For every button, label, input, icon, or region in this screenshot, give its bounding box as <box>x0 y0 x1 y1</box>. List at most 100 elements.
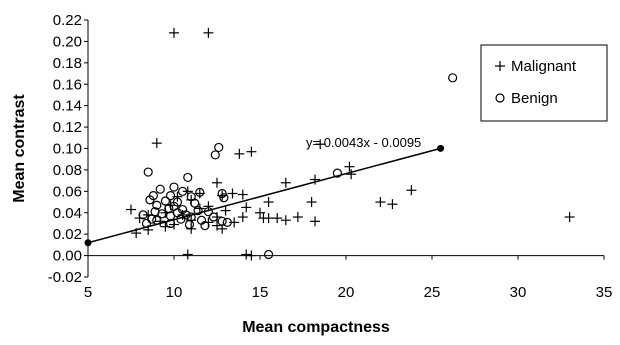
x-tick-label: 30 <box>510 284 527 301</box>
data-point-benign <box>184 219 195 230</box>
legend-circle-marker <box>495 93 505 103</box>
data-point-malignant <box>315 139 326 150</box>
x-tick-label: 10 <box>166 284 183 301</box>
data-point-benign <box>165 218 176 229</box>
data-point-malignant <box>246 146 257 157</box>
legend: Malignant Benign <box>480 44 608 122</box>
legend-marker-malignant <box>495 61 505 71</box>
data-point-malignant <box>564 212 575 223</box>
data-point-benign <box>264 249 274 260</box>
y-tick-label: 0.10 <box>53 141 82 158</box>
data-point-malignant <box>387 199 398 210</box>
y-tick-label: 0.04 <box>53 205 82 222</box>
data-point-malignant <box>169 27 179 38</box>
data-point-benign <box>332 168 342 178</box>
data-point-malignant <box>306 197 317 208</box>
data-point-benign <box>210 150 220 160</box>
data-point-benign <box>169 182 179 192</box>
data-point-malignant <box>131 228 142 239</box>
data-point-benign <box>143 167 153 177</box>
data-point-malignant <box>234 148 245 159</box>
y-tick-label: 0.08 <box>53 162 82 179</box>
y-tick-label: 0.14 <box>53 98 82 115</box>
data-point-benign <box>157 209 167 219</box>
data-point-malignant <box>229 217 240 228</box>
data-point-malignant <box>310 174 321 185</box>
data-point-benign <box>138 210 148 220</box>
data-point-malignant <box>203 201 214 212</box>
data-point-benign <box>448 73 458 83</box>
data-point-benign <box>203 207 213 217</box>
y-tick-label: 0.06 <box>53 183 82 200</box>
trendline-endpoint <box>437 144 445 152</box>
data-point-benign <box>145 195 155 205</box>
legend-plus-marker <box>495 61 505 71</box>
data-point-malignant <box>346 169 357 180</box>
data-point-malignant <box>258 213 269 224</box>
data-point-malignant <box>263 197 274 208</box>
data-point-malignant <box>212 220 222 231</box>
data-point-malignant <box>344 161 355 172</box>
data-point-malignant <box>280 177 291 188</box>
data-point-benign <box>152 200 162 210</box>
legend-label-benign: Benign <box>511 90 558 107</box>
data-points <box>126 27 575 261</box>
legend-label-malignant: Malignant <box>511 58 577 75</box>
y-tick-label: -0.02 <box>48 269 82 286</box>
data-point-malignant <box>280 215 291 226</box>
x-tick-label: 25 <box>424 284 441 301</box>
x-tick-label: 35 <box>596 284 613 301</box>
data-point-benign <box>176 214 186 224</box>
data-point-benign <box>200 221 210 231</box>
data-point-benign <box>165 191 176 201</box>
data-point-malignant <box>246 250 257 261</box>
data-point-malignant <box>241 202 252 213</box>
data-point-malignant <box>203 27 214 38</box>
trendline-group <box>84 144 445 247</box>
x-ticks: 5 10 15 20 25 30 35 <box>84 255 613 301</box>
trendline-endpoint <box>84 239 92 247</box>
data-point-benign <box>217 216 227 226</box>
data-point-malignant <box>292 212 303 223</box>
data-point-malignant <box>237 189 248 200</box>
data-point-benign <box>222 217 232 227</box>
data-point-malignant <box>255 207 265 218</box>
data-point-malignant <box>220 205 231 216</box>
data-point-malignant <box>241 249 252 260</box>
x-axis-title: Mean compactness <box>242 319 390 336</box>
data-point-benign <box>155 184 165 194</box>
y-tick-label: 0.12 <box>53 119 82 136</box>
data-point-benign <box>217 188 227 199</box>
data-point-malignant <box>186 223 197 234</box>
trendline <box>87 147 441 244</box>
data-point-malignant <box>194 203 205 214</box>
data-point-benign <box>183 172 193 183</box>
y-tick-label: 0.20 <box>53 33 82 50</box>
data-point-benign <box>165 211 176 221</box>
data-point-benign <box>141 218 152 229</box>
y-ticks: -0.02 0.00 0.02 0.04 0.06 0.08 0.10 0.12 0.14 0.1… <box>48 12 88 286</box>
data-point-benign <box>193 206 203 216</box>
data-point-malignant <box>272 213 283 224</box>
data-point-benign <box>160 196 170 206</box>
data-point-benign <box>214 142 224 153</box>
y-tick-label: 0.18 <box>53 55 82 72</box>
y-tick-label: 0.22 <box>53 12 82 29</box>
data-point-benign <box>195 187 205 198</box>
data-point-malignant <box>375 197 386 208</box>
y-tick-label: 0.16 <box>53 76 82 93</box>
x-tick-label: 20 <box>338 284 355 301</box>
data-point-malignant <box>126 204 136 215</box>
data-point-malignant <box>310 216 321 227</box>
data-point-malignant <box>182 249 193 260</box>
data-point-benign <box>219 193 229 203</box>
data-point-malignant <box>227 188 238 199</box>
x-tick-label: 5 <box>84 284 92 301</box>
data-point-malignant <box>151 138 162 149</box>
trendline-equation: y= 0.0043x - 0.0095 <box>306 135 421 150</box>
y-tick-label: 0.00 <box>53 248 82 265</box>
legend-marker-benign <box>495 93 505 103</box>
data-point-malignant <box>143 224 154 235</box>
data-point-benign <box>208 212 219 222</box>
